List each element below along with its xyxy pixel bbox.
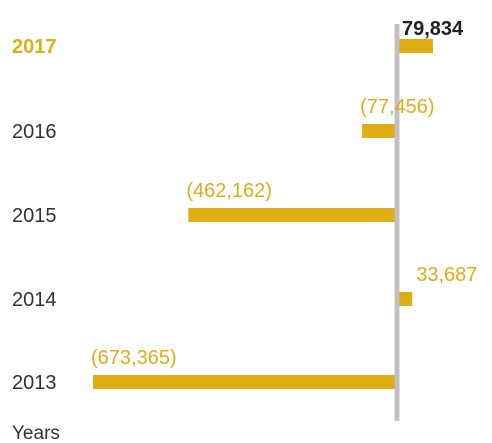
category-label-2017: 2017 [12,36,57,58]
zero-axis-line [394,24,400,421]
value-label-2015: (462,162) [186,180,272,202]
value-label-2017: 79,834 [402,18,464,40]
category-label-2016: 2016 [12,121,57,143]
category-label-2015: 2015 [12,205,57,227]
y-axis-title: Years [12,423,60,443]
value-label-2013: (673,365) [91,347,177,369]
bar-2017 [397,39,434,53]
bar-2014 [397,292,413,306]
bar-2016 [362,124,397,138]
category-label-2013: 2013 [12,372,57,394]
category-label-2014: 2014 [12,289,57,311]
value-label-2016: (77,456) [360,96,435,118]
bar-2015 [188,208,397,222]
bar-2013 [93,375,397,389]
value-label-2014: 33,687 [416,264,477,286]
